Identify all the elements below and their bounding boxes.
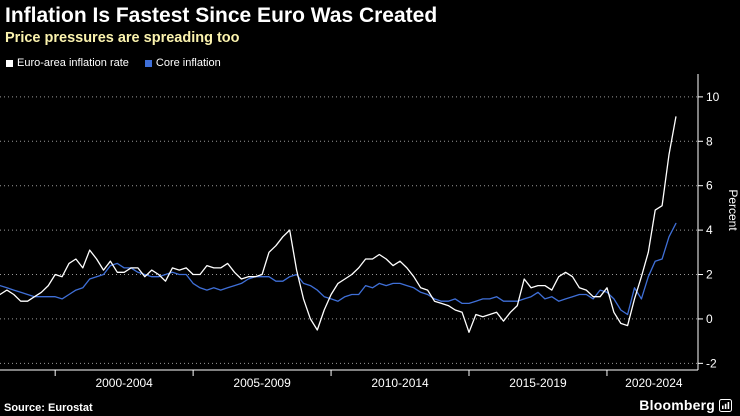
- svg-text:2010-2014: 2010-2014: [371, 376, 429, 390]
- chart-legend: Euro-area inflation rate Core inflation: [6, 57, 221, 69]
- svg-text:0: 0: [706, 312, 713, 326]
- svg-text:2015-2019: 2015-2019: [509, 376, 567, 390]
- legend-label: Euro-area inflation rate: [17, 57, 129, 69]
- bloomberg-chart-icon: [719, 398, 732, 412]
- svg-text:-2: -2: [706, 356, 717, 370]
- legend-item-core-inflation: Core inflation: [144, 57, 221, 69]
- source-note: Source: Eurostat: [4, 402, 93, 414]
- svg-text:2020-2024: 2020-2024: [625, 376, 683, 390]
- svg-text:2: 2: [706, 268, 713, 282]
- legend-label: Core inflation: [155, 57, 221, 69]
- svg-text:2005-2009: 2005-2009: [233, 376, 291, 390]
- legend-item-euro-area-inflation: Euro-area inflation rate: [6, 57, 129, 69]
- bloomberg-wordmark: Bloomberg: [639, 397, 715, 413]
- svg-text:2000-2004: 2000-2004: [95, 376, 153, 390]
- chart-header: Inflation Is Fastest Since Euro Was Crea…: [5, 4, 437, 46]
- chart-subtitle: Price pressures are spreading too: [5, 30, 240, 47]
- svg-text:Percent: Percent: [726, 189, 740, 231]
- legend-swatch-blue-icon: [144, 59, 152, 67]
- svg-text:8: 8: [706, 134, 713, 148]
- legend-swatch-white-icon: [6, 59, 13, 67]
- svg-text:6: 6: [706, 179, 713, 193]
- svg-text:4: 4: [706, 223, 713, 237]
- svg-text:10: 10: [706, 90, 720, 104]
- bloomberg-logo: Bloomberg: [639, 397, 732, 413]
- chart-title: Inflation Is Fastest Since Euro Was Crea…: [5, 4, 438, 27]
